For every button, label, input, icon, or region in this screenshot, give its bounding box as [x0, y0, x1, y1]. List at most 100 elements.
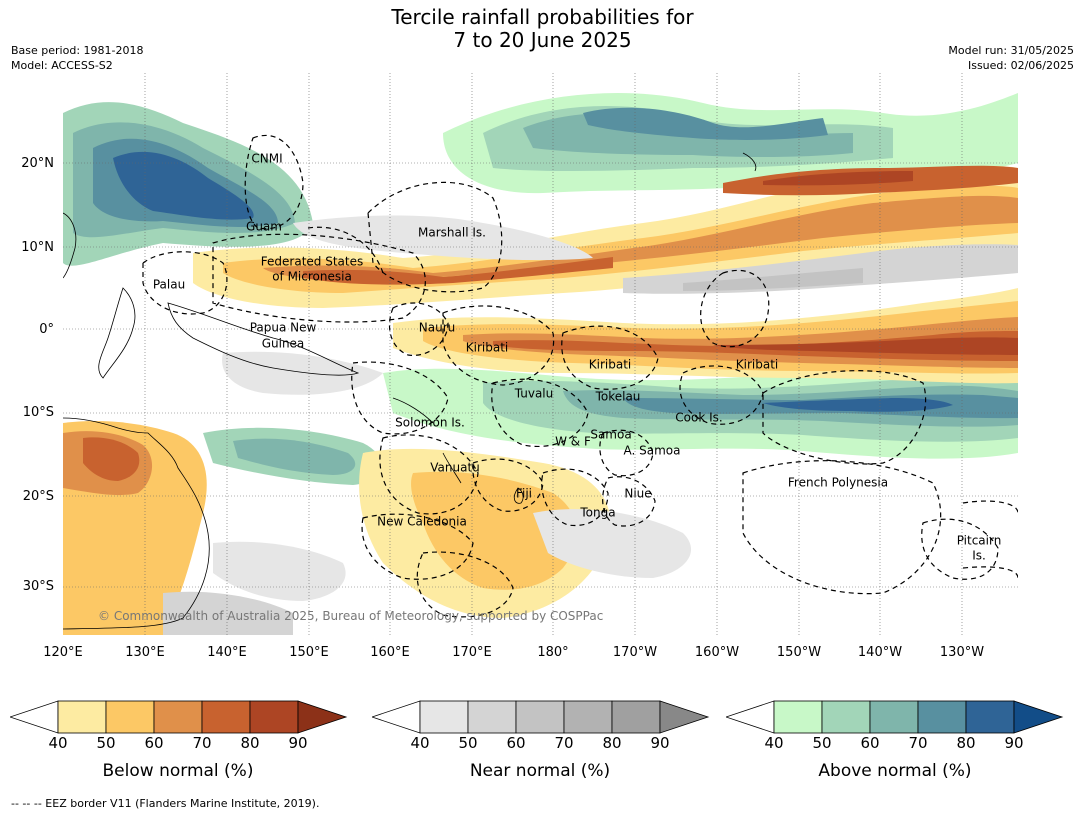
base-period: Base period: 1981-2018	[11, 44, 144, 57]
colorbar-above-label: Above normal (%)	[818, 761, 972, 781]
label-pitcairn-1: Pitcairn	[956, 533, 1002, 548]
lat-label-20n: 20°N	[21, 156, 54, 171]
colorbar-extend-high	[659, 700, 710, 734]
colorbar-segment	[773, 700, 823, 734]
eez-footnote: -- -- -- EEZ border V11 (Flanders Marine…	[11, 797, 320, 810]
colorbar-above-normal	[726, 700, 1064, 734]
label-solomon: Solomon Is.	[395, 415, 465, 430]
tick-label: 60	[506, 734, 526, 752]
tick-label: 40	[48, 734, 68, 752]
colorbar-segment	[965, 700, 1015, 734]
colorbar-segment	[467, 700, 517, 734]
below-normal-fields	[63, 165, 1018, 635]
colorbar-segment	[821, 700, 871, 734]
meta-right: Model run: 31/05/2025 Issued: 02/06/2025	[948, 43, 1074, 73]
label-american-samoa: A. Samoa	[623, 443, 681, 458]
label-marshall: Marshall Is.	[418, 225, 486, 240]
lat-label-20s: 20°S	[22, 489, 54, 504]
rainfall-map: © Commonwealth of Australia 2025, Bureau…	[63, 73, 1018, 635]
colorbar-segment	[201, 700, 251, 734]
tick-label: 90	[1004, 734, 1024, 752]
map-canvas	[63, 73, 1018, 635]
tick-label: 70	[192, 734, 212, 752]
tick-label: 90	[650, 734, 670, 752]
tick-label: 70	[554, 734, 574, 752]
issued-date: Issued: 02/06/2025	[967, 59, 1074, 72]
lat-label-0: 0°	[39, 322, 54, 337]
model-name: Model: ACCESS-S2	[11, 59, 113, 72]
tick-label: 40	[410, 734, 430, 752]
label-kiribati-central: Kiribati	[588, 357, 632, 372]
chart-title: Tercile rainfall probabilities for 7 to …	[0, 6, 1085, 52]
colorbar-extend-high	[297, 700, 348, 734]
lon-label-130e: 130°E	[125, 645, 165, 660]
colorbar-near-label: Near normal (%)	[469, 761, 611, 781]
label-fsm-1: Federated States	[260, 254, 364, 269]
tick-label: 60	[144, 734, 164, 752]
lat-label-30s: 30°S	[22, 579, 54, 594]
lon-label-140w: 140°W	[857, 645, 903, 660]
colorbar-segment	[153, 700, 203, 734]
title-line-1: Tercile rainfall probabilities for	[391, 5, 694, 29]
copyright-notice: © Commonwealth of Australia 2025, Bureau…	[98, 609, 604, 623]
label-kiribati-east: Kiribati	[735, 357, 779, 372]
model-run: Model run: 31/05/2025	[948, 44, 1074, 57]
tick-label: 80	[602, 734, 622, 752]
lon-label-160e: 160°E	[370, 645, 410, 660]
tick-label: 40	[764, 734, 784, 752]
label-nauru: Nauru	[418, 320, 456, 335]
colorbar-segment	[611, 700, 661, 734]
lon-label-180: 180°	[537, 645, 569, 660]
colorbar-extend-high	[1013, 700, 1064, 734]
label-palau: Palau	[152, 277, 186, 292]
tick-label: 50	[458, 734, 478, 752]
colorbar-segment	[105, 700, 155, 734]
colorbar-segment	[515, 700, 565, 734]
label-wallis-futuna: W & F	[555, 434, 591, 449]
label-pitcairn-2: Is.	[972, 548, 986, 563]
label-guam: Guam	[246, 219, 282, 234]
lon-label-130w: 130°W	[939, 645, 985, 660]
tick-label: 90	[288, 734, 308, 752]
label-samoa: Samoa	[590, 427, 632, 442]
lon-label-170w: 170°W	[612, 645, 658, 660]
tick-label: 80	[240, 734, 260, 752]
title-line-2: 7 to 20 June 2025	[453, 28, 632, 52]
tick-label: 60	[860, 734, 880, 752]
label-vanuatu: Vanuatu	[430, 460, 480, 475]
colorbar-below-label: Below normal (%)	[102, 761, 254, 781]
lon-label-160w: 160°W	[694, 645, 740, 660]
coastlines	[63, 152, 757, 630]
label-cook: Cook Is.	[675, 410, 723, 425]
label-fsm-2: of Micronesia	[272, 269, 352, 284]
label-new-caledonia: New Caledonia	[377, 514, 467, 529]
colorbar-extend-low	[10, 700, 59, 734]
lat-label-10s: 10°S	[22, 405, 54, 420]
near-normal-fields	[163, 215, 1018, 635]
colorbar-near-normal	[372, 700, 710, 734]
label-tuvalu: Tuvalu	[514, 386, 554, 401]
label-png-2: Guinea	[261, 336, 305, 351]
lon-label-150e: 150°E	[289, 645, 329, 660]
tick-label: 70	[908, 734, 928, 752]
tick-label: 80	[956, 734, 976, 752]
tick-label: 50	[96, 734, 116, 752]
colorbar-segment	[249, 700, 299, 734]
label-tokelau: Tokelau	[595, 389, 641, 404]
colorbar-extend-low	[726, 700, 775, 734]
lat-label-10n: 10°N	[21, 240, 54, 255]
colorbar-segment	[869, 700, 919, 734]
label-tonga: Tonga	[580, 505, 616, 520]
label-kiribati-west: Kiribati	[465, 340, 509, 355]
tick-label: 50	[812, 734, 832, 752]
meta-left: Base period: 1981-2018 Model: ACCESS-S2	[11, 43, 143, 73]
lon-label-150w: 150°W	[776, 645, 822, 660]
colorbar-below-normal	[10, 700, 348, 734]
graticule	[63, 73, 1018, 635]
colorbar-segment	[917, 700, 967, 734]
colorbar-extend-low	[372, 700, 421, 734]
label-french-polynesia: French Polynesia	[787, 475, 889, 490]
colorbar-segment	[419, 700, 469, 734]
label-fiji: Fiji	[515, 486, 533, 501]
colorbar-segment	[57, 700, 107, 734]
